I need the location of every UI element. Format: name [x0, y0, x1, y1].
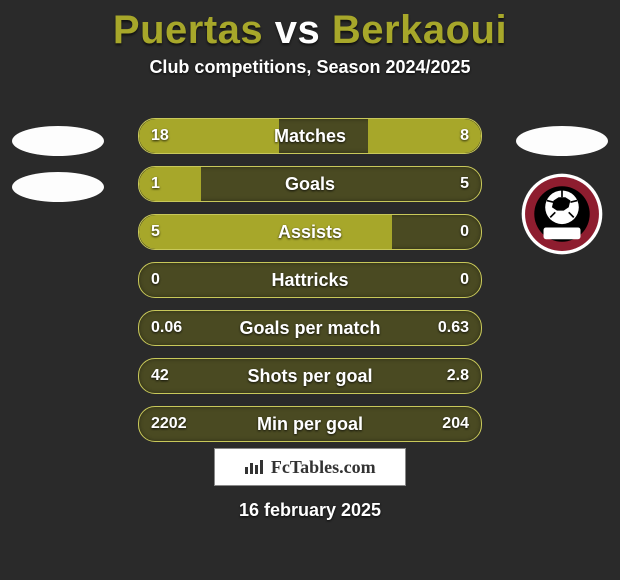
- left-club-placeholder-2: [12, 172, 104, 202]
- stat-row: 0.060.63Goals per match: [138, 310, 482, 346]
- stat-label: Min per goal: [139, 407, 481, 441]
- left-club-column: [8, 118, 108, 218]
- stat-label: Matches: [139, 119, 481, 153]
- stat-label: Assists: [139, 215, 481, 249]
- date: 16 february 2025: [0, 500, 620, 521]
- stat-label: Goals: [139, 167, 481, 201]
- stat-label: Hattricks: [139, 263, 481, 297]
- stat-rows: 188Matches 15Goals 50Assists 00Hattricks 0.0…: [138, 118, 482, 454]
- stat-row: 188Matches: [138, 118, 482, 154]
- title: Puertas vs Berkaoui: [0, 0, 620, 53]
- right-club-placeholder: [516, 126, 608, 156]
- stat-row: 50Assists: [138, 214, 482, 250]
- stat-row: 15Goals: [138, 166, 482, 202]
- stat-row: 422.8Shots per goal: [138, 358, 482, 394]
- chart-icon: [244, 459, 266, 475]
- right-club-column: [512, 118, 612, 256]
- stat-label: Shots per goal: [139, 359, 481, 393]
- title-player1: Puertas: [113, 8, 263, 52]
- club-badge-icon: [520, 172, 604, 256]
- comparison-card: Puertas vs Berkaoui Club competitions, S…: [0, 0, 620, 580]
- title-vs: vs: [275, 8, 321, 52]
- left-club-placeholder-1: [12, 126, 104, 156]
- title-player2: Berkaoui: [332, 8, 507, 52]
- source-logo: FcTables.com: [214, 448, 406, 486]
- source-logo-text: FcTables.com: [271, 457, 376, 477]
- subtitle: Club competitions, Season 2024/2025: [0, 57, 620, 78]
- stat-label: Goals per match: [139, 311, 481, 345]
- stat-row: 00Hattricks: [138, 262, 482, 298]
- right-club-badge: [520, 172, 604, 256]
- stat-row: 2202204Min per goal: [138, 406, 482, 442]
